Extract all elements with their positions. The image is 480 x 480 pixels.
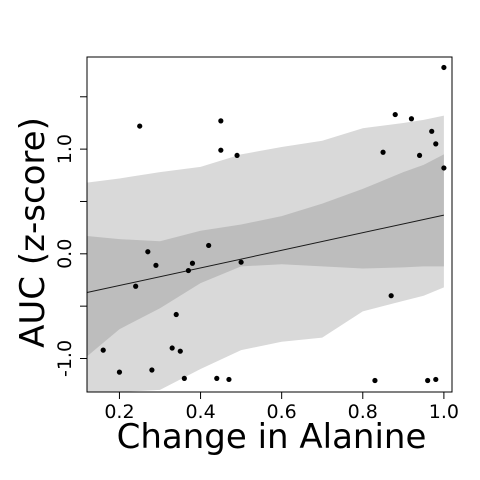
data-point (182, 376, 187, 381)
data-point (389, 293, 394, 298)
data-point (234, 153, 239, 158)
data-point (178, 349, 183, 354)
data-point (433, 377, 438, 382)
data-point (425, 378, 430, 383)
data-point (372, 378, 377, 383)
data-point (441, 165, 446, 170)
data-point (101, 348, 106, 353)
data-point (417, 153, 422, 158)
data-point (186, 268, 191, 273)
data-point (214, 376, 219, 381)
data-point (174, 312, 179, 317)
data-point (206, 243, 211, 248)
data-point (226, 377, 231, 382)
y-tick-label: -1.0 (54, 340, 76, 377)
data-point (145, 249, 150, 254)
data-point (429, 129, 434, 134)
data-point (133, 284, 138, 289)
data-point (117, 370, 122, 375)
data-point (137, 123, 142, 128)
data-point (190, 261, 195, 266)
data-point (433, 141, 438, 146)
y-tick-label: 0.0 (54, 239, 76, 269)
data-point (380, 150, 385, 155)
x-axis-label: Change in Alanine (117, 417, 427, 457)
data-point (441, 65, 446, 70)
y-tick-label: 1.0 (54, 134, 76, 164)
y-axis: -1.0 0.0 1.0 (54, 97, 87, 377)
data-point (218, 148, 223, 153)
y-axis-label: AUC (z-score) (13, 117, 53, 348)
x-tick-label: 1.0 (429, 401, 459, 423)
data-point (409, 116, 414, 121)
data-point (170, 345, 175, 350)
data-point (153, 263, 158, 268)
data-point (149, 367, 154, 372)
data-point (393, 112, 398, 117)
data-point (239, 260, 244, 265)
data-point (218, 118, 223, 123)
